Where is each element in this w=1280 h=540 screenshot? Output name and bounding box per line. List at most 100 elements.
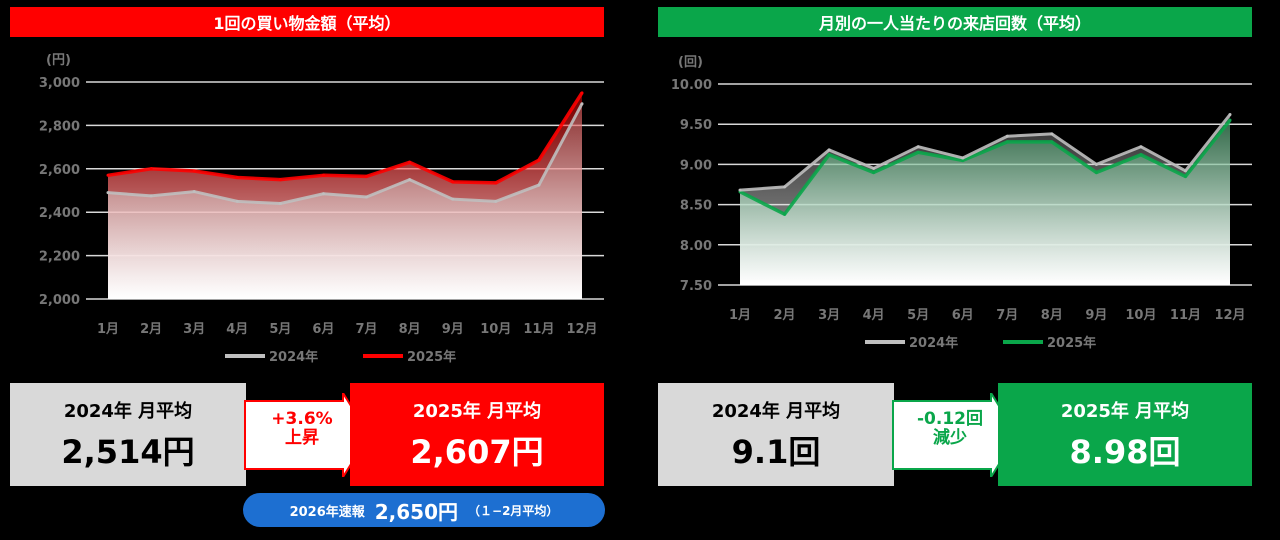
left-prev-summary: 2024年 月平均 2,514円 <box>10 383 246 486</box>
left-change-value: +3.6% <box>271 409 333 429</box>
y-tick-label: 3,000 <box>39 76 80 91</box>
data-point <box>1183 174 1187 178</box>
y-tick-label: 2,400 <box>39 206 80 221</box>
area-2024年 <box>740 114 1230 285</box>
x-tick-label: 9月 <box>1085 308 1107 323</box>
data-point <box>1050 140 1054 144</box>
series-line-2025年 <box>107 91 584 185</box>
data-point <box>106 191 110 195</box>
data-point <box>408 160 412 164</box>
y-tick-label: 7.50 <box>680 279 712 294</box>
data-point <box>1094 162 1098 166</box>
x-tick-label: 9月 <box>442 322 464 337</box>
data-point <box>149 194 153 198</box>
right-curr-value: 8.98回 <box>1069 432 1181 471</box>
y-tick-label: 2,800 <box>39 119 80 134</box>
right-chart-title: 月別の一人当たりの来店回数（平均） <box>658 7 1252 37</box>
data-point <box>738 188 742 192</box>
data-point <box>827 153 831 157</box>
y-tick-label: 8.00 <box>680 239 712 254</box>
x-tick-label: 2月 <box>774 308 796 323</box>
right-panel: 月別の一人当たりの来店回数（平均） (回) 7.50 8.00 8.50 9.00 9.5… <box>658 0 1278 540</box>
y-tick-label: 9.50 <box>680 118 712 133</box>
left-curr-label: 2025年 月平均 <box>412 400 542 422</box>
flash-badge: 2026年速報 2,650円 （１−2月平均） <box>243 493 605 527</box>
legend-label: 2024年 <box>909 335 958 351</box>
data-point <box>1183 169 1187 173</box>
data-point <box>365 195 369 199</box>
data-point <box>1050 132 1054 136</box>
x-tick-label: 8月 <box>1041 308 1063 323</box>
x-tick-label: 3月 <box>183 322 205 337</box>
data-point <box>321 192 325 196</box>
left-prev-label: 2024年 月平均 <box>63 400 193 422</box>
x-tick-label: 1月 <box>97 322 119 337</box>
data-point <box>916 150 920 154</box>
data-point <box>192 169 196 173</box>
right-curr-summary: 2025年 月平均 8.98回 <box>998 383 1252 486</box>
x-tick-label: 5月 <box>269 322 291 337</box>
left-area-chart: (円) 2,000 2,200 2,400 2,600 2,800 3,000 1月 2月 3月 4… <box>39 53 604 365</box>
right-change: -0.12回 減少 <box>898 410 1002 448</box>
x-tick-label: 12月 <box>1214 308 1245 323</box>
right-change-value: -0.12回 <box>917 409 983 429</box>
x-tick-label: 12月 <box>566 322 597 337</box>
data-point <box>783 185 787 189</box>
flash-label: 2026年速報 <box>289 504 365 520</box>
data-point <box>451 197 455 201</box>
data-point <box>1094 170 1098 174</box>
right-change-word: 減少 <box>933 428 967 448</box>
data-point <box>278 202 282 206</box>
x-tick-label: 7月 <box>996 308 1018 323</box>
x-tick-label: 6月 <box>952 308 974 323</box>
y-tick-label: 2,000 <box>39 293 80 308</box>
data-point <box>278 178 282 182</box>
y-unit-label: (回) <box>678 55 703 70</box>
data-point <box>149 167 153 171</box>
data-point <box>916 145 920 149</box>
data-point <box>1139 145 1143 149</box>
x-tick-label: 3月 <box>818 308 840 323</box>
data-point <box>451 180 455 184</box>
data-point <box>494 199 498 203</box>
series-line-2024年 <box>107 102 584 206</box>
x-tick-label: 11月 <box>1170 308 1201 323</box>
x-tick-label: 2月 <box>140 322 162 337</box>
x-tick-label: 6月 <box>312 322 334 337</box>
data-point <box>961 156 965 160</box>
left-change: +3.6% 上昇 <box>250 410 354 448</box>
data-point <box>872 170 876 174</box>
y-tick-label: 9.00 <box>680 158 712 173</box>
data-point <box>235 175 239 179</box>
data-point <box>408 178 412 182</box>
x-tick-label: 7月 <box>356 322 378 337</box>
data-point <box>1005 140 1009 144</box>
data-point <box>783 212 787 216</box>
y-tick-label: 10.00 <box>671 78 712 93</box>
x-tick-label: 5月 <box>907 308 929 323</box>
flash-value: 2,650円 <box>374 499 459 524</box>
x-tick-label: 4月 <box>226 322 248 337</box>
x-tick-label: 10月 <box>480 322 511 337</box>
right-prev-value: 9.1回 <box>731 432 821 471</box>
y-unit-label: (円) <box>46 53 71 68</box>
data-point <box>961 158 965 162</box>
data-point <box>494 181 498 185</box>
data-point <box>580 91 584 95</box>
x-tick-label: 1月 <box>729 308 751 323</box>
right-prev-summary: 2024年 月平均 9.1回 <box>658 383 894 486</box>
x-tick-label: 10月 <box>1125 308 1156 323</box>
data-point <box>1228 118 1232 122</box>
legend-label: 2025年 <box>1047 335 1096 351</box>
legend-label: 2025年 <box>407 349 456 365</box>
x-tick-label: 8月 <box>399 322 421 337</box>
y-tick-label: 2,600 <box>39 163 80 178</box>
x-tick-label: 11月 <box>523 322 554 337</box>
y-tick-label: 8.50 <box>680 199 712 214</box>
data-point <box>872 166 876 170</box>
y-tick-label: 2,200 <box>39 250 80 265</box>
data-point <box>537 183 541 187</box>
data-point <box>537 158 541 162</box>
data-point <box>580 102 584 106</box>
data-point <box>192 190 196 194</box>
